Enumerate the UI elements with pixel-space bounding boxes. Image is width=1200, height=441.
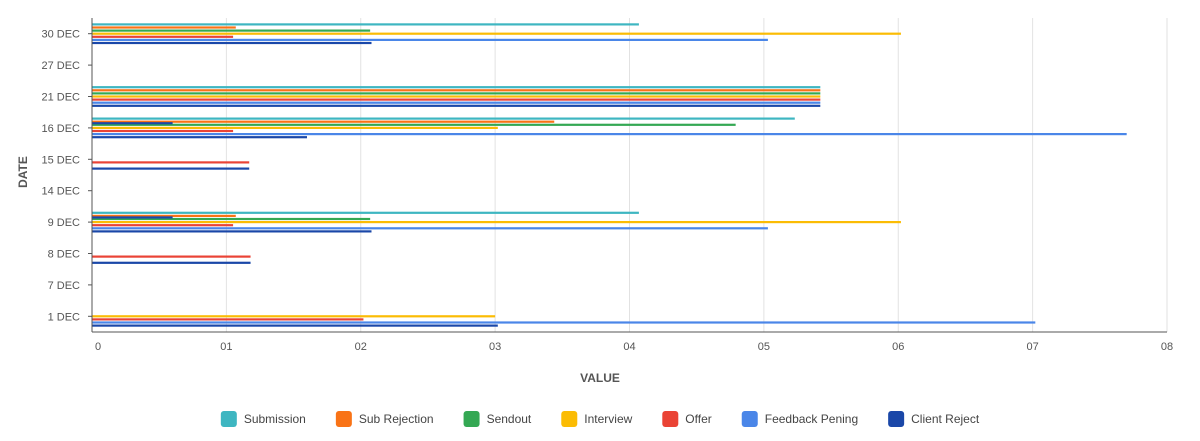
legend-label: Client Reject (911, 412, 980, 426)
bar-feedback-pening-30-dec[interactable] (92, 38, 768, 41)
legend-swatch (662, 411, 679, 427)
bar-sub-rejection-9-dec[interactable] (92, 214, 236, 217)
x-tick-label: 06 (892, 341, 904, 353)
legend-label: Interview (584, 412, 632, 426)
legend-item-sub-rejection[interactable]: Sub Rejection (335, 411, 434, 427)
y-axis-title: DATE (16, 156, 30, 188)
legend-item-client-reject[interactable]: Client Reject (888, 411, 980, 427)
legend-swatch (463, 411, 480, 427)
bar-offer-1-dec[interactable] (92, 318, 364, 321)
bar-interview-16-dec[interactable] (92, 126, 498, 129)
bar-feedback-pening-21-dec[interactable] (92, 101, 821, 104)
x-tick-label: 02 (355, 341, 367, 353)
legend-item-submission[interactable]: Submission (220, 411, 306, 427)
x-axis-title: VALUE (580, 371, 620, 385)
x-tick-label: 08 (1161, 341, 1173, 353)
legend-swatch (741, 411, 758, 427)
axes (88, 18, 1167, 333)
bar-offer-15-dec[interactable] (92, 161, 250, 164)
bar-offer-16-dec[interactable] (92, 129, 234, 133)
bars (92, 23, 1127, 327)
legend-item-offer[interactable]: Offer (662, 411, 712, 427)
bar-submission-21-dec[interactable] (92, 86, 821, 89)
x-tick-labels: 0 01 02 03 04 05 06 07 08 (95, 341, 1173, 353)
y-tick-label: 27 DEC (41, 60, 80, 72)
legend: Submission Sub Rejection Sendout Interview O… (220, 411, 980, 427)
x-tick-label: 0 (95, 341, 101, 353)
legend-swatch (335, 411, 352, 427)
bar-client-reject-16-dec[interactable] (92, 136, 307, 139)
bar-interview-1-dec[interactable] (92, 315, 496, 318)
y-tick-label: 21 DEC (41, 92, 80, 104)
legend-swatch (888, 411, 905, 427)
legend-swatch (561, 411, 578, 427)
bar-offer-8-dec[interactable] (92, 255, 251, 258)
bar-sub-rejection-16-dec[interactable] (92, 120, 555, 123)
y-tick-label: 8 DEC (48, 249, 80, 261)
bar-sub-rejection-21-dec[interactable] (92, 89, 821, 92)
grid-lines (91, 18, 1168, 332)
legend-item-feedback-pening[interactable]: Feedback Pening (741, 411, 858, 427)
legend-swatch (220, 411, 237, 427)
bar-interview-30-dec[interactable] (92, 32, 901, 35)
bar-sendout-30-dec[interactable] (92, 29, 371, 32)
bar-offer-21-dec[interactable] (92, 98, 821, 101)
bar-offer-30-dec[interactable] (92, 35, 234, 38)
legend-item-sendout[interactable]: Sendout (463, 411, 532, 427)
y-tick-label: 15 DEC (41, 154, 80, 166)
legend-label: Feedback Pening (765, 412, 858, 426)
bar-submission-16-dec[interactable] (92, 117, 795, 120)
legend-item-interview[interactable]: Interview (561, 411, 633, 427)
bar-extra-client-reject-16-dec[interactable] (92, 122, 173, 125)
bar-submission-9-dec[interactable] (92, 211, 639, 214)
bar-client-reject-8-dec[interactable] (92, 261, 251, 264)
legend-label: Sendout (487, 412, 532, 426)
bar-sendout-16-dec[interactable] (92, 123, 736, 126)
bar-sendout-9-dec[interactable] (92, 217, 371, 221)
y-tick-label: 30 DEC (41, 29, 80, 41)
bar-client-reject-30-dec[interactable] (92, 41, 372, 45)
legend-label: Submission (244, 412, 306, 426)
bar-interview-9-dec[interactable] (92, 221, 901, 224)
y-tick-label: 14 DEC (41, 186, 80, 198)
bar-interview-21-dec[interactable] (92, 95, 821, 98)
bar-feedback-pening-16-dec[interactable] (92, 133, 1127, 136)
bar-client-reject-1-dec[interactable] (92, 324, 498, 327)
y-tick-label: 9 DEC (48, 217, 80, 229)
x-tick-label: 01 (220, 341, 232, 353)
x-tick-label: 04 (623, 341, 635, 353)
bar-client-reject-9-dec[interactable] (92, 230, 372, 233)
x-tick-label: 07 (1027, 341, 1039, 353)
bar-feedback-pening-9-dec[interactable] (92, 227, 768, 230)
bar-submission-30-dec[interactable] (92, 23, 639, 26)
legend-label: Offer (685, 412, 711, 426)
bar-extra-client-reject-9-dec[interactable] (92, 216, 173, 219)
x-tick-label: 05 (758, 341, 770, 353)
bar-client-reject-15-dec[interactable] (92, 167, 250, 170)
bar-sendout-21-dec[interactable] (92, 92, 821, 95)
bar-feedback-pening-1-dec[interactable] (92, 321, 1036, 324)
y-tick-labels: 30 DEC 27 DEC 21 DEC 16 DEC 15 DEC 14 DEC 9 DE… (41, 29, 80, 324)
bar-sub-rejection-30-dec[interactable] (92, 26, 236, 29)
legend-label: Sub Rejection (359, 412, 434, 426)
x-tick-label: 03 (489, 341, 501, 353)
bar-offer-9-dec[interactable] (92, 224, 234, 227)
y-tick-label: 7 DEC (48, 280, 80, 292)
y-tick-label: 16 DEC (41, 123, 80, 135)
bar-client-reject-21-dec[interactable] (92, 104, 821, 107)
y-tick-label: 1 DEC (48, 311, 80, 323)
